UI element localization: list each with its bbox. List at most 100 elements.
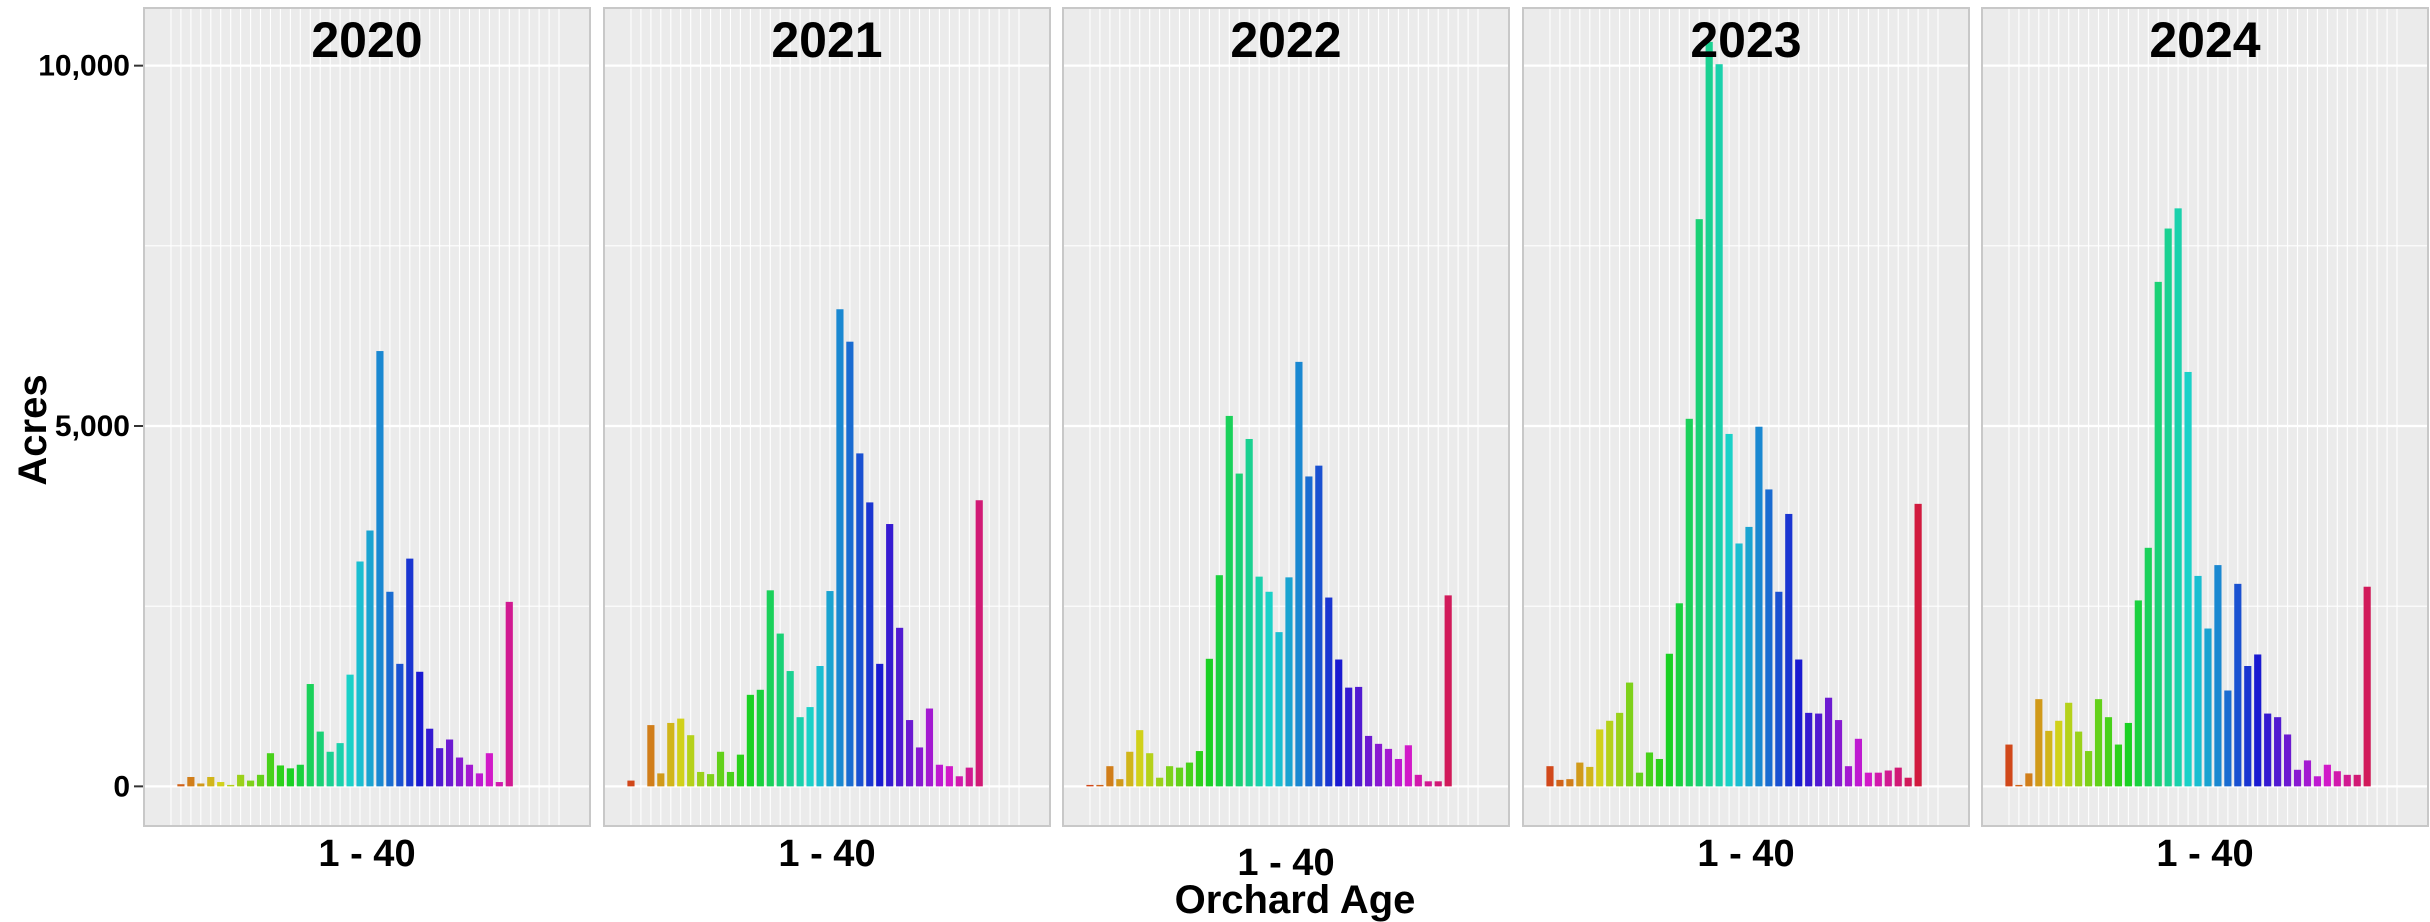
bar [416,671,424,787]
bar [2343,774,2351,787]
bar [346,674,354,787]
bar [965,767,973,787]
bar [2065,702,2073,787]
bar [505,601,513,787]
bar [1854,738,1863,787]
bar [2224,690,2232,787]
panel-border [603,7,1051,827]
bar [657,773,665,787]
bar [2084,751,2093,787]
bar [475,773,484,787]
bar [1884,770,1892,787]
bar [1265,591,1273,787]
bar [1146,753,1154,787]
bar [2154,281,2162,787]
bar [1775,591,1783,787]
bar [1116,779,1124,787]
bar [866,502,874,787]
bar [1695,219,1703,787]
bar [1136,730,1144,787]
bar [1355,686,1363,787]
bar [1165,766,1174,787]
bar [1305,476,1313,787]
bar [1785,513,1793,787]
bar [2194,575,2202,787]
bar [2234,583,2242,787]
bar [1566,779,1574,787]
x-axis-title: Orchard Age [1175,878,1416,922]
bar [975,500,983,787]
bar [1904,777,1912,787]
bar [1205,658,1213,787]
bar [207,776,215,787]
bar [1685,418,1693,787]
bar [1106,766,1114,787]
facet-panel-2021: 2021 1 - 40 [603,7,1051,875]
bar [316,731,324,787]
bar [1815,713,1823,787]
bar [826,591,834,787]
bar [1755,426,1763,787]
bar [2204,628,2212,787]
bar [1805,712,1813,787]
bar [356,561,364,787]
bar [2164,228,2172,787]
bar [1444,595,1452,787]
x-tick-label: 1 - 40 [1697,833,1794,875]
bar [816,666,824,787]
facet-title: 2020 [311,12,422,68]
bar [1745,526,1753,787]
bar [2274,717,2282,787]
facet-panel-2024: 2024 1 - 40 [1981,7,2429,875]
bar [2025,773,2033,787]
bar [2323,764,2331,787]
facet-title: 2022 [1230,12,1341,68]
bar [836,309,844,787]
bar [1185,762,1194,787]
bar [687,735,695,787]
bar [1295,361,1303,787]
bar [455,757,464,787]
x-tick-label: 1 - 40 [1237,842,1334,884]
bar [856,453,864,787]
facet-title: 2021 [771,12,882,68]
bar [925,708,934,787]
bar [1255,576,1263,787]
y-tick-label: 5,000 [55,410,130,443]
bar [716,751,725,787]
bar [1315,465,1323,787]
bar [1275,632,1283,787]
bar [746,694,754,787]
bar [2104,717,2113,787]
bar [1725,433,1733,787]
bar [1635,772,1644,787]
bar [1894,767,1902,787]
panel-border [143,7,591,827]
bar [485,753,493,787]
bar [2244,666,2252,787]
bar [1546,766,1554,787]
facet-title: 2023 [1690,12,1801,68]
bar [1864,772,1872,787]
bar [406,558,414,787]
bar [2303,760,2312,787]
bar [197,783,205,787]
bar [266,753,275,787]
bar [1345,687,1353,787]
bar [2114,744,2123,787]
bar [766,590,774,787]
bar [445,739,454,787]
y-axis: 0 5,000 10,000 [38,50,143,803]
bar [1195,751,1204,787]
bar [326,751,334,787]
bar [1765,489,1773,787]
bar [2015,784,2023,787]
bar [2045,730,2053,787]
panel-border [1062,7,1510,827]
bar [796,717,804,787]
bar [2184,371,2192,787]
bar [2254,654,2262,787]
bar [1616,712,1624,787]
bar [1404,745,1412,787]
